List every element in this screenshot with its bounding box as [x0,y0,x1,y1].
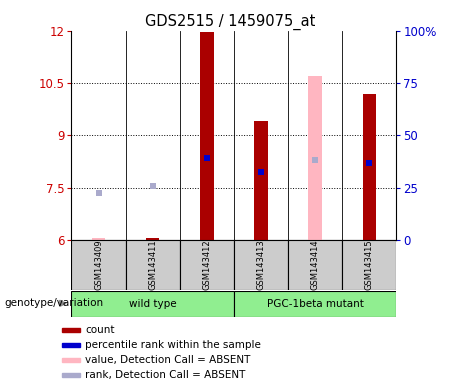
Bar [308,76,322,240]
Text: PGC-1beta mutant: PGC-1beta mutant [267,299,364,309]
Bar [180,240,234,290]
Bar [62,373,80,377]
Text: value, Detection Call = ABSENT: value, Detection Call = ABSENT [85,355,250,365]
Bar [288,240,342,290]
Bar [71,240,125,290]
Bar [146,238,160,240]
Bar [125,240,180,290]
Bar [62,358,80,362]
Text: wild type: wild type [129,299,177,309]
Bar [234,240,288,290]
Text: genotype/variation: genotype/variation [5,298,104,308]
Text: GDS2515 / 1459075_at: GDS2515 / 1459075_at [145,13,316,30]
Bar [254,121,268,240]
Text: rank, Detection Call = ABSENT: rank, Detection Call = ABSENT [85,370,245,380]
Text: count: count [85,325,114,335]
Bar [62,328,80,332]
Text: GSM143415: GSM143415 [365,240,374,290]
Bar [200,33,213,240]
Text: GSM143413: GSM143413 [256,240,266,290]
Text: GSM143414: GSM143414 [311,240,320,290]
Bar [71,291,234,317]
Text: GSM143412: GSM143412 [202,240,212,290]
Bar [234,291,396,317]
Text: GSM143411: GSM143411 [148,240,157,290]
Bar [363,94,376,240]
Bar [92,238,105,240]
Text: GSM143409: GSM143409 [94,240,103,290]
Text: percentile rank within the sample: percentile rank within the sample [85,340,261,350]
Bar [342,240,396,290]
Bar [62,343,80,347]
